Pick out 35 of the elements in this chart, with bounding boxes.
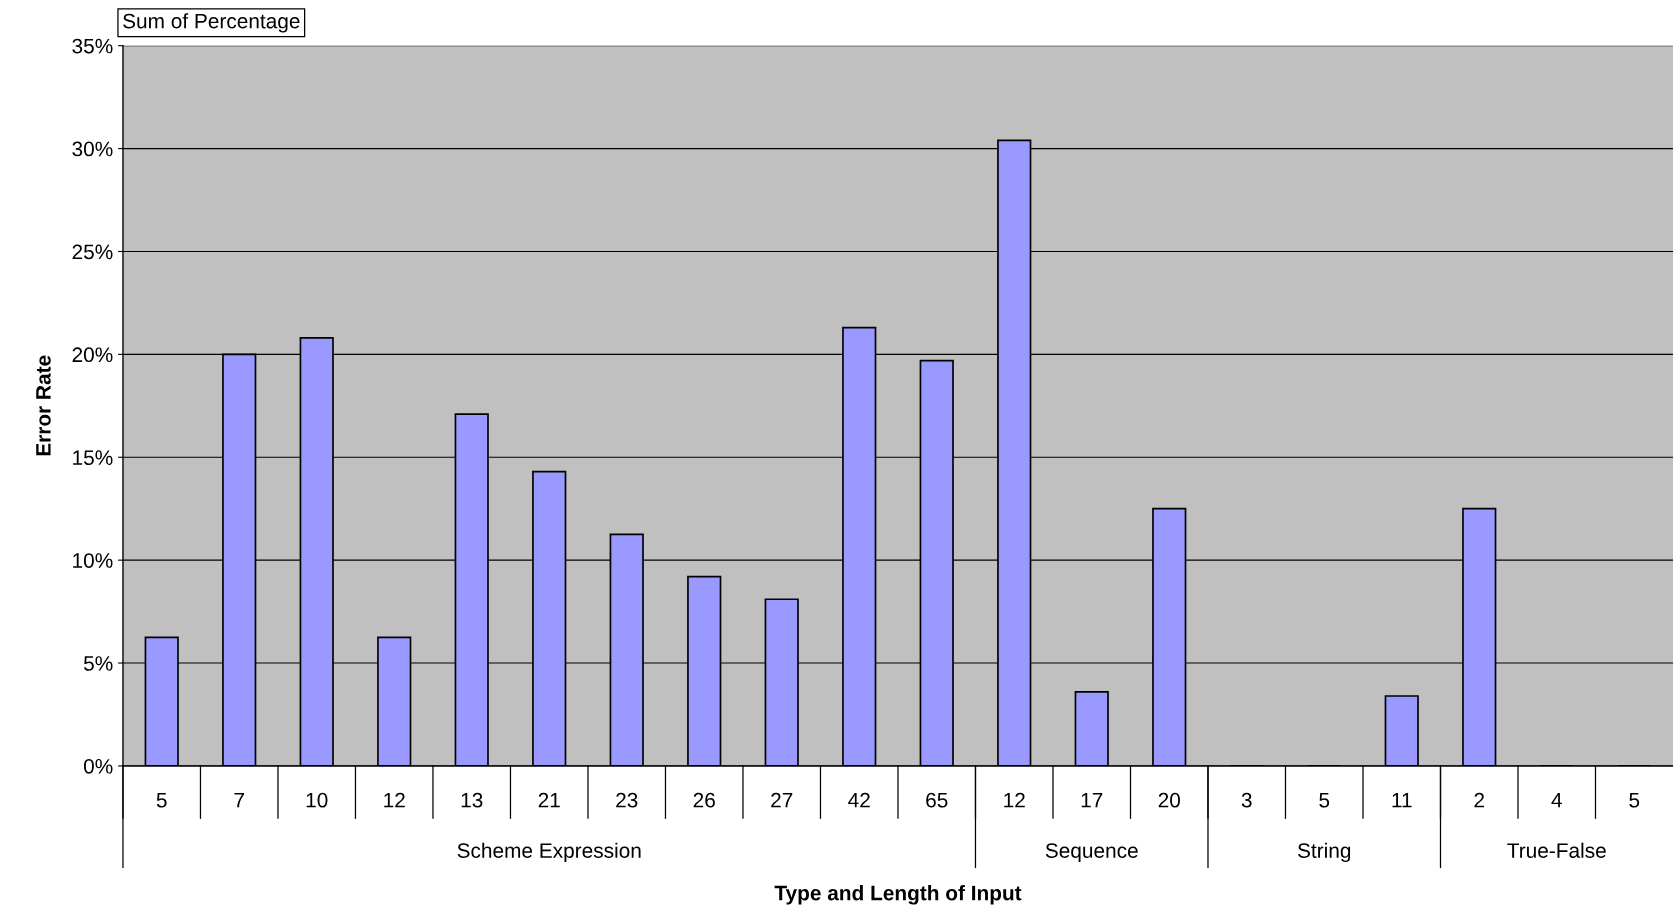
- x-tick-label: 5: [156, 793, 167, 808]
- x-tick-label: 42: [848, 792, 870, 808]
- x-tick-label: 4: [1551, 793, 1562, 808]
- x-tick-label: 11: [1392, 793, 1412, 808]
- x-tick-label: 27: [771, 792, 793, 808]
- x-tick-label: 12: [1004, 792, 1025, 808]
- y-tick-label: 15%: [73, 450, 113, 466]
- text: String: [1297, 842, 1351, 863]
- y-tick-label: 0%: [83, 758, 113, 774]
- y-tick-label: 25%: [72, 244, 113, 260]
- x-tick-label: 17: [1081, 793, 1103, 808]
- x-tick-label: 65: [926, 792, 948, 808]
- y-tick-label: 20%: [72, 347, 113, 363]
- y-tick-label: 35%: [72, 38, 113, 54]
- text: Scheme Expression: [457, 842, 641, 863]
- x-tick-label: 5: [1629, 793, 1640, 808]
- x-tick-label: 7: [234, 793, 244, 808]
- x-axis-title: Type and Length of Input: [774, 885, 1022, 905]
- x-tick-label: 20: [1158, 792, 1181, 808]
- x-tick-label: 21: [538, 792, 560, 808]
- y-tick-label: 5%: [83, 656, 113, 671]
- chart-title: Sum of Percentage: [123, 13, 300, 33]
- x-tick-label: 2: [1474, 792, 1484, 808]
- text: True-False: [1507, 842, 1606, 858]
- x-tick-label: 5: [1319, 793, 1330, 808]
- x-tick-label: 23: [616, 792, 638, 808]
- x-tick-label: 26: [693, 792, 715, 808]
- x-tick-label: 12: [384, 792, 405, 808]
- x-tick-label: 3: [1241, 792, 1252, 808]
- y-tick-label: 30%: [72, 141, 113, 157]
- text: Sequence: [1045, 843, 1138, 863]
- x-tick-label: 13: [461, 792, 483, 808]
- x-tick-label: 10: [306, 792, 328, 808]
- y-axis-title: Error Rate: [36, 355, 51, 456]
- y-tick-label: 10%: [73, 553, 113, 568]
